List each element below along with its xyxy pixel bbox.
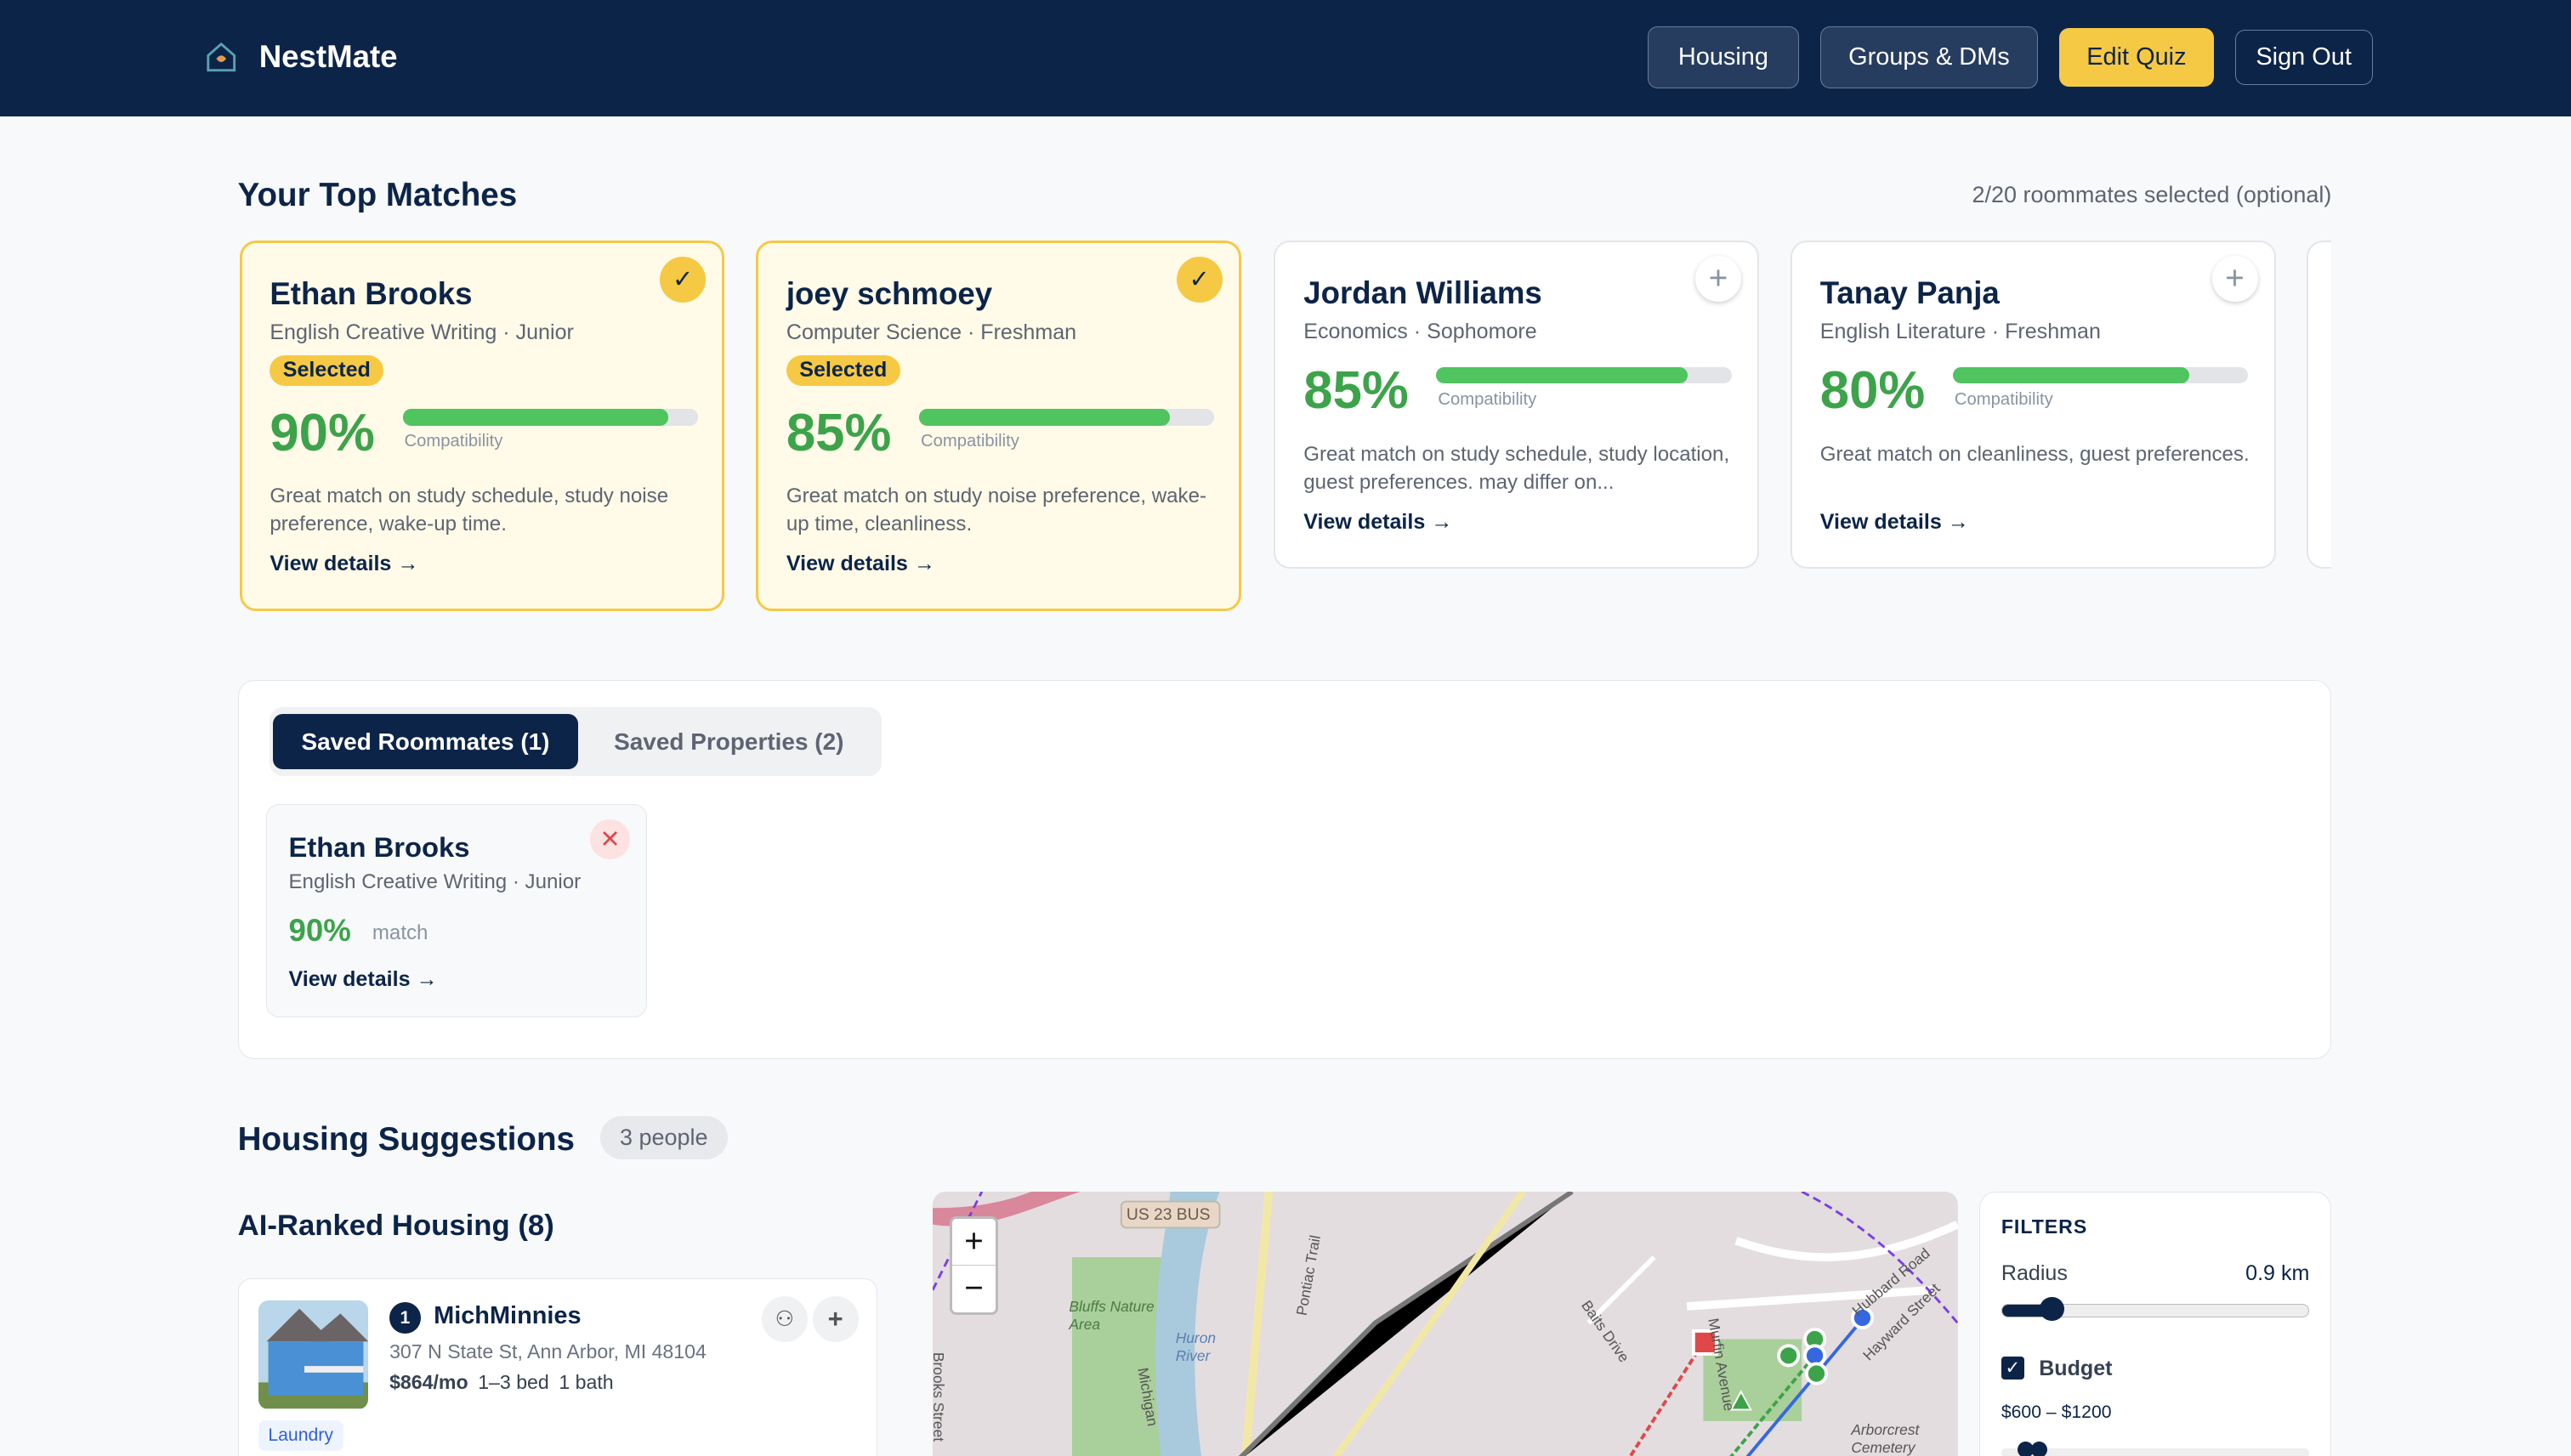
edit-quiz-button[interactable]: Edit Quiz <box>2059 27 2214 88</box>
nestmate-logo-icon <box>207 42 236 72</box>
match-name: joey schmoey <box>786 276 993 312</box>
budget-checkbox[interactable]: ✓ <box>2001 1356 2024 1380</box>
compatibility-bar <box>1436 367 1732 384</box>
listing-beds: 1–3 bed <box>478 1371 549 1394</box>
compatibility-bar <box>919 409 1215 426</box>
match-name: Tanay Panja <box>1819 275 2000 311</box>
zoom-in-button[interactable]: + <box>951 1219 996 1266</box>
view-details-link[interactable]: View details → <box>1303 509 1453 534</box>
selected-badge: Selected <box>786 354 900 387</box>
match-description: Great match on study noise preference, w… <box>786 484 1207 535</box>
map-label-arborcrest: Arborcrest Cemetery <box>1851 1421 1920 1456</box>
listing-name: MichMinnies <box>434 1302 582 1330</box>
compatibility-bar <box>1952 367 2249 384</box>
match-major: English Creative Writing · Junior <box>270 320 574 345</box>
budget-min-thumb[interactable] <box>2018 1442 2035 1456</box>
map-label-bluffs: Bluffs Nature Area <box>1069 1298 1155 1334</box>
match-name: Jordan Williams <box>1303 275 1542 311</box>
rank-badge: 1 <box>389 1302 421 1334</box>
match-card[interactable]: Ethan Brooks English Creative Writing · … <box>239 241 725 612</box>
match-percent: 80% <box>1819 361 1926 421</box>
match-card[interactable]: joey schmoey Computer Science · Freshman… <box>756 241 1241 612</box>
housing-title: Housing Suggestions <box>237 1121 575 1159</box>
remove-icon[interactable]: ✕ <box>590 819 630 859</box>
radius-label: Radius <box>2001 1261 2068 1286</box>
map[interactable]: US 23 BUS Bluffs Nature Area Huron River… <box>933 1192 1958 1456</box>
compatibility-label: Compatibility <box>1954 390 2053 410</box>
saved-major: English Creative Writing · Junior <box>288 870 582 894</box>
listing-meta: $864/mo 1–3 bed 1 bath <box>389 1371 614 1394</box>
match-percent: 85% <box>786 403 892 462</box>
saved-name: Ethan Brooks <box>288 830 470 863</box>
radius-slider-thumb[interactable] <box>2040 1296 2064 1322</box>
budget-max-thumb[interactable] <box>2030 1442 2047 1456</box>
ranked-housing-title: AI-Ranked Housing (8) <box>237 1210 554 1243</box>
view-details-link[interactable]: View details → <box>786 552 935 576</box>
compatibility-label: Compatibility <box>404 432 503 451</box>
saved-tabs: Saved Roommates (1) Saved Properties (2) <box>270 707 882 777</box>
listing-address: 307 N State St, Ann Arbor, MI 48104 <box>389 1340 707 1363</box>
plus-icon[interactable]: + <box>2211 255 2258 302</box>
tag-laundry: Laundry <box>258 1420 343 1451</box>
saved-match-label: match <box>372 921 428 944</box>
saved-percent: 90% <box>288 913 351 949</box>
listing-card[interactable]: 1 MichMinnies 307 N State St, Ann Arbor,… <box>237 1278 877 1456</box>
match-major: Computer Science · Freshman <box>786 320 1077 345</box>
listing-price: $864/mo <box>389 1371 468 1394</box>
match-card[interactable]: Tanay Panja English Literature · Freshma… <box>1790 241 2276 569</box>
map-tiles <box>933 1192 1958 1456</box>
map-label-huron: Huron River <box>1175 1329 1217 1365</box>
selected-badge: Selected <box>270 354 384 387</box>
selected-count: 2/20 roommates selected (optional) <box>1972 182 2332 208</box>
check-icon[interactable]: ✓ <box>660 256 707 303</box>
map-label-brooks: Brooks Street <box>933 1352 948 1442</box>
budget-range: $600 – $1200 <box>2001 1402 2112 1422</box>
person-icon[interactable]: ⚇ <box>761 1295 808 1342</box>
add-icon[interactable]: + <box>812 1295 859 1342</box>
filters-panel: FILTERS Radius 0.9 km ✓ Budget $600 – $1… <box>1978 1192 2332 1456</box>
radius-slider[interactable] <box>2001 1296 2310 1322</box>
view-details-link[interactable]: View details → <box>1819 509 1969 534</box>
sign-out-button[interactable]: Sign Out <box>2234 29 2373 86</box>
match-percent: 90% <box>270 403 375 462</box>
budget-slider[interactable] <box>2001 1442 2310 1456</box>
match-card[interactable]: Jordan Williams Economics · Sophomore 85… <box>1274 241 1760 569</box>
map-label-us23: US 23 BUS <box>1126 1206 1211 1225</box>
compatibility-label: Compatibility <box>1438 390 1537 410</box>
match-percent: 85% <box>1303 361 1409 421</box>
match-description: Great match on study schedule, study noi… <box>270 484 669 535</box>
filters-title: FILTERS <box>2001 1215 2088 1238</box>
tab-saved-properties[interactable]: Saved Properties (2) <box>614 728 844 755</box>
match-major: Economics · Sophomore <box>1303 320 1537 344</box>
match-major: English Literature · Freshman <box>1819 320 2101 344</box>
listing-baths: 1 bath <box>559 1371 614 1394</box>
compatibility-label: Compatibility <box>920 432 1019 451</box>
house-photo <box>258 1300 368 1409</box>
radius-value: 0.9 km <box>2245 1261 2310 1286</box>
brand-name[interactable]: NestMate <box>258 39 398 75</box>
view-details-link[interactable]: View details → <box>270 552 419 576</box>
housing-button[interactable]: Housing <box>1648 25 1799 89</box>
groups-dms-button[interactable]: Groups & DMs <box>1819 25 2039 89</box>
tab-saved-roommates[interactable]: Saved Roommates (1) <box>273 713 578 770</box>
top-nav: NestMate Housing Groups & DMs Edit Quiz … <box>0 0 2571 116</box>
top-matches-title: Your Top Matches <box>237 177 518 214</box>
saved-roommate-card: Ethan Brooks English Creative Writing · … <box>266 803 647 1017</box>
next-card-peek[interactable] <box>2307 241 2332 569</box>
map-zoom-controls: + − <box>949 1215 999 1315</box>
zoom-out-button[interactable]: − <box>964 1269 984 1306</box>
match-name: Ethan Brooks <box>270 276 473 312</box>
people-badge: 3 people <box>599 1116 728 1159</box>
plus-icon[interactable]: + <box>1695 255 1742 302</box>
compatibility-bar <box>402 409 698 426</box>
match-description: Great match on cleanliness, guest prefer… <box>1819 442 2250 466</box>
saved-view-details-link[interactable]: View details → <box>288 966 438 991</box>
check-icon[interactable]: ✓ <box>1176 256 1223 303</box>
saved-panel: Saved Roommates (1) Saved Properties (2)… <box>237 680 2332 1059</box>
match-description: Great match on study schedule, study loc… <box>1303 442 1730 494</box>
budget-label: Budget <box>2039 1356 2113 1380</box>
